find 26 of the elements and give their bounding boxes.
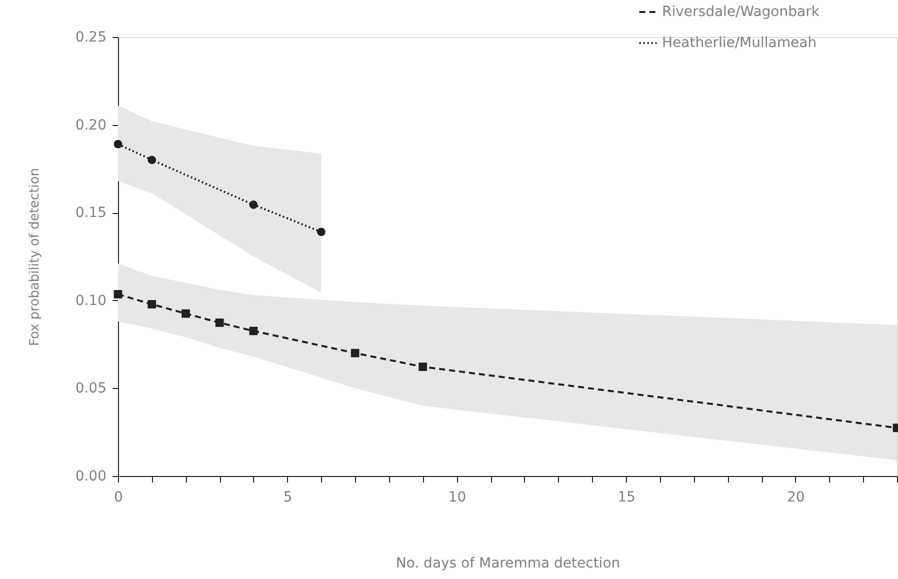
point xyxy=(182,309,190,318)
point xyxy=(317,228,326,236)
x-tick-label: 15 xyxy=(618,490,636,506)
x-tick-label: 0 xyxy=(114,490,123,506)
y-tick-label: 0.20 xyxy=(75,117,106,134)
point xyxy=(114,290,122,298)
point xyxy=(114,140,122,148)
y-tick-label: 0.05 xyxy=(75,380,106,397)
x-tick-label: 10 xyxy=(448,490,466,506)
y-axis-title: Fox probability of detection xyxy=(27,168,42,346)
point xyxy=(148,156,156,164)
legend-label: Riversdale/Wagonbark xyxy=(662,4,820,20)
point xyxy=(249,200,258,209)
y-tick-label: 0.25 xyxy=(75,30,106,46)
y-tick-label: 0.10 xyxy=(75,292,106,309)
point xyxy=(350,348,360,358)
y-tick-label: 0.00 xyxy=(75,468,106,484)
point xyxy=(249,326,258,336)
x-axis-title: No. days of Maremma detection xyxy=(396,556,620,572)
y-tick-label: 0.15 xyxy=(75,205,106,222)
x-tick-label: 5 xyxy=(283,490,292,506)
x-tick-label: 20 xyxy=(786,490,805,506)
point xyxy=(148,300,156,308)
point xyxy=(215,318,224,327)
point xyxy=(418,362,428,371)
legend-label: Heatherlie/Mullameah xyxy=(662,35,817,51)
